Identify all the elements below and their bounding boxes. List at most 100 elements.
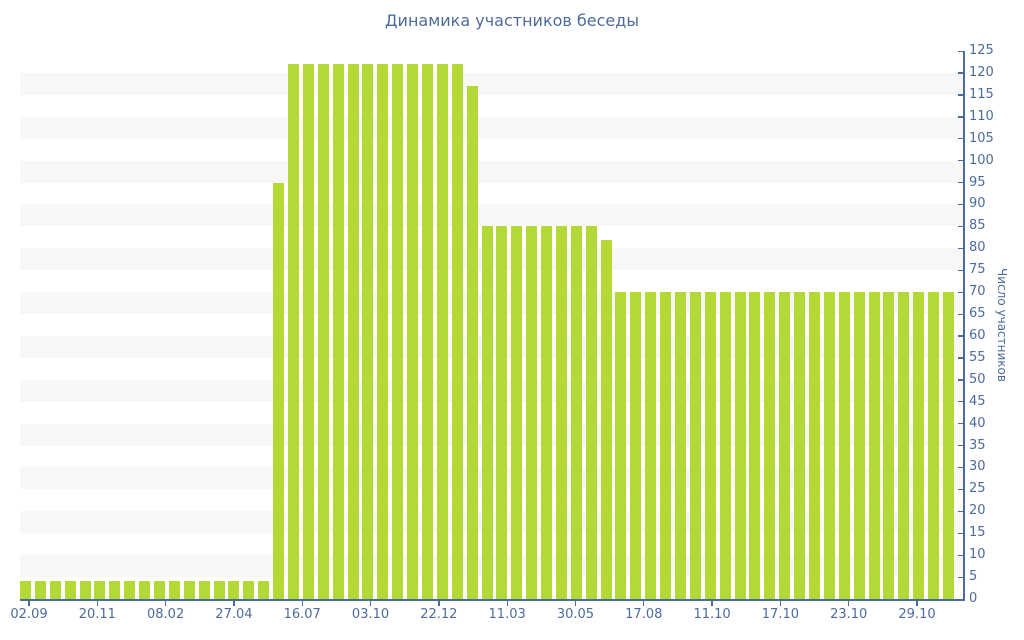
grid-band bbox=[20, 204, 963, 227]
y-axis-tick bbox=[958, 357, 963, 359]
bar bbox=[347, 64, 359, 599]
bar bbox=[898, 292, 910, 599]
x-axis-tick bbox=[643, 600, 645, 606]
y-axis-tick-label: 15 bbox=[969, 525, 986, 541]
x-axis-tick bbox=[369, 600, 372, 606]
x-axis-tick-label: 17.08 bbox=[625, 607, 663, 622]
y-axis-tick-label: 85 bbox=[969, 218, 986, 234]
y-axis-tick bbox=[958, 225, 963, 228]
y-axis-tick-label: 55 bbox=[969, 349, 986, 365]
y-axis-tick-label: 20 bbox=[969, 503, 986, 519]
y-axis-tick bbox=[958, 401, 963, 403]
bar bbox=[883, 292, 895, 599]
grid-band bbox=[20, 116, 963, 139]
y-axis-tick-label: 40 bbox=[969, 415, 986, 431]
y-axis-tick bbox=[958, 182, 963, 184]
bar bbox=[287, 64, 299, 599]
bar bbox=[704, 292, 716, 599]
bar bbox=[392, 64, 404, 599]
y-axis-tick-label: 80 bbox=[969, 240, 986, 256]
y-axis-tick bbox=[958, 598, 963, 600]
y-axis-line bbox=[963, 51, 965, 601]
bar bbox=[853, 292, 865, 599]
y-axis-tick bbox=[958, 138, 963, 140]
x-axis-tick bbox=[165, 600, 167, 606]
bar bbox=[585, 226, 597, 599]
x-axis-tick bbox=[574, 600, 577, 606]
y-axis-tick bbox=[958, 379, 963, 381]
y-axis-tick bbox=[958, 510, 963, 513]
bar bbox=[630, 292, 642, 599]
y-axis-tick bbox=[958, 247, 963, 250]
y-axis-tick-label: 50 bbox=[969, 371, 986, 387]
bar bbox=[183, 581, 195, 599]
bar bbox=[838, 292, 850, 599]
bar bbox=[168, 581, 180, 599]
y-axis-tick bbox=[958, 72, 963, 74]
bar bbox=[94, 581, 106, 599]
y-axis-tick-label: 75 bbox=[969, 262, 986, 278]
y-axis-tick-label: 110 bbox=[969, 108, 994, 124]
x-axis-tick-label: 03.10 bbox=[351, 607, 390, 622]
x-axis-tick-label: 29.10 bbox=[898, 607, 936, 622]
bar bbox=[511, 226, 523, 599]
bar bbox=[541, 226, 553, 599]
bar bbox=[645, 292, 657, 599]
bar bbox=[600, 239, 612, 599]
y-axis-tick bbox=[958, 203, 963, 206]
y-axis-tick bbox=[958, 50, 963, 52]
bar bbox=[660, 292, 672, 599]
x-axis-tick bbox=[28, 600, 30, 606]
y-axis-tick-label: 25 bbox=[969, 481, 986, 497]
x-axis-tick bbox=[848, 600, 850, 606]
bar bbox=[466, 86, 478, 599]
y-axis-tick bbox=[958, 291, 963, 293]
y-axis-tick-label: 65 bbox=[969, 306, 986, 322]
y-axis-tick-label: 105 bbox=[969, 130, 994, 146]
bar bbox=[228, 581, 240, 599]
y-axis-tick bbox=[958, 466, 963, 469]
x-axis-tick-label: 27.04 bbox=[215, 607, 253, 622]
grid-band bbox=[20, 72, 963, 95]
x-axis-tick bbox=[301, 600, 303, 606]
x-axis-tick-label: 02.09 bbox=[10, 607, 48, 622]
bar bbox=[362, 64, 374, 599]
bar bbox=[273, 182, 285, 599]
y-axis-tick-label: 10 bbox=[969, 547, 986, 563]
bar bbox=[139, 581, 151, 599]
bar bbox=[377, 64, 389, 599]
bar bbox=[20, 581, 31, 599]
x-axis-tick bbox=[916, 600, 918, 606]
bar bbox=[79, 581, 91, 599]
bar bbox=[451, 64, 463, 599]
bar bbox=[913, 292, 925, 599]
bar bbox=[496, 226, 508, 599]
bar bbox=[124, 581, 136, 599]
y-axis-tick-label: 60 bbox=[969, 327, 986, 343]
bar bbox=[868, 292, 880, 599]
bar bbox=[213, 581, 225, 599]
y-axis-tick-label: 35 bbox=[969, 437, 986, 453]
bar bbox=[302, 64, 314, 599]
bar bbox=[153, 581, 165, 599]
bar bbox=[764, 292, 776, 599]
bar bbox=[49, 581, 61, 599]
x-axis-tick-label: 23.10 bbox=[830, 607, 868, 622]
bar bbox=[749, 292, 761, 599]
bar bbox=[675, 292, 687, 599]
y-axis-tick-label: 70 bbox=[969, 284, 986, 300]
bar bbox=[481, 226, 493, 599]
bar bbox=[436, 64, 448, 599]
x-axis-tick-label: 11.03 bbox=[488, 607, 526, 622]
x-axis-tick-label: 11.10 bbox=[693, 607, 731, 622]
bar bbox=[64, 581, 76, 599]
bar bbox=[943, 292, 954, 599]
bar bbox=[317, 64, 329, 599]
y-axis-tick bbox=[958, 160, 963, 162]
y-axis-tick-label: 30 bbox=[969, 459, 986, 475]
x-axis-tick bbox=[233, 600, 235, 606]
y-axis-title: Число участников bbox=[995, 268, 1009, 382]
bar bbox=[332, 64, 344, 599]
y-axis-tick bbox=[958, 554, 963, 556]
